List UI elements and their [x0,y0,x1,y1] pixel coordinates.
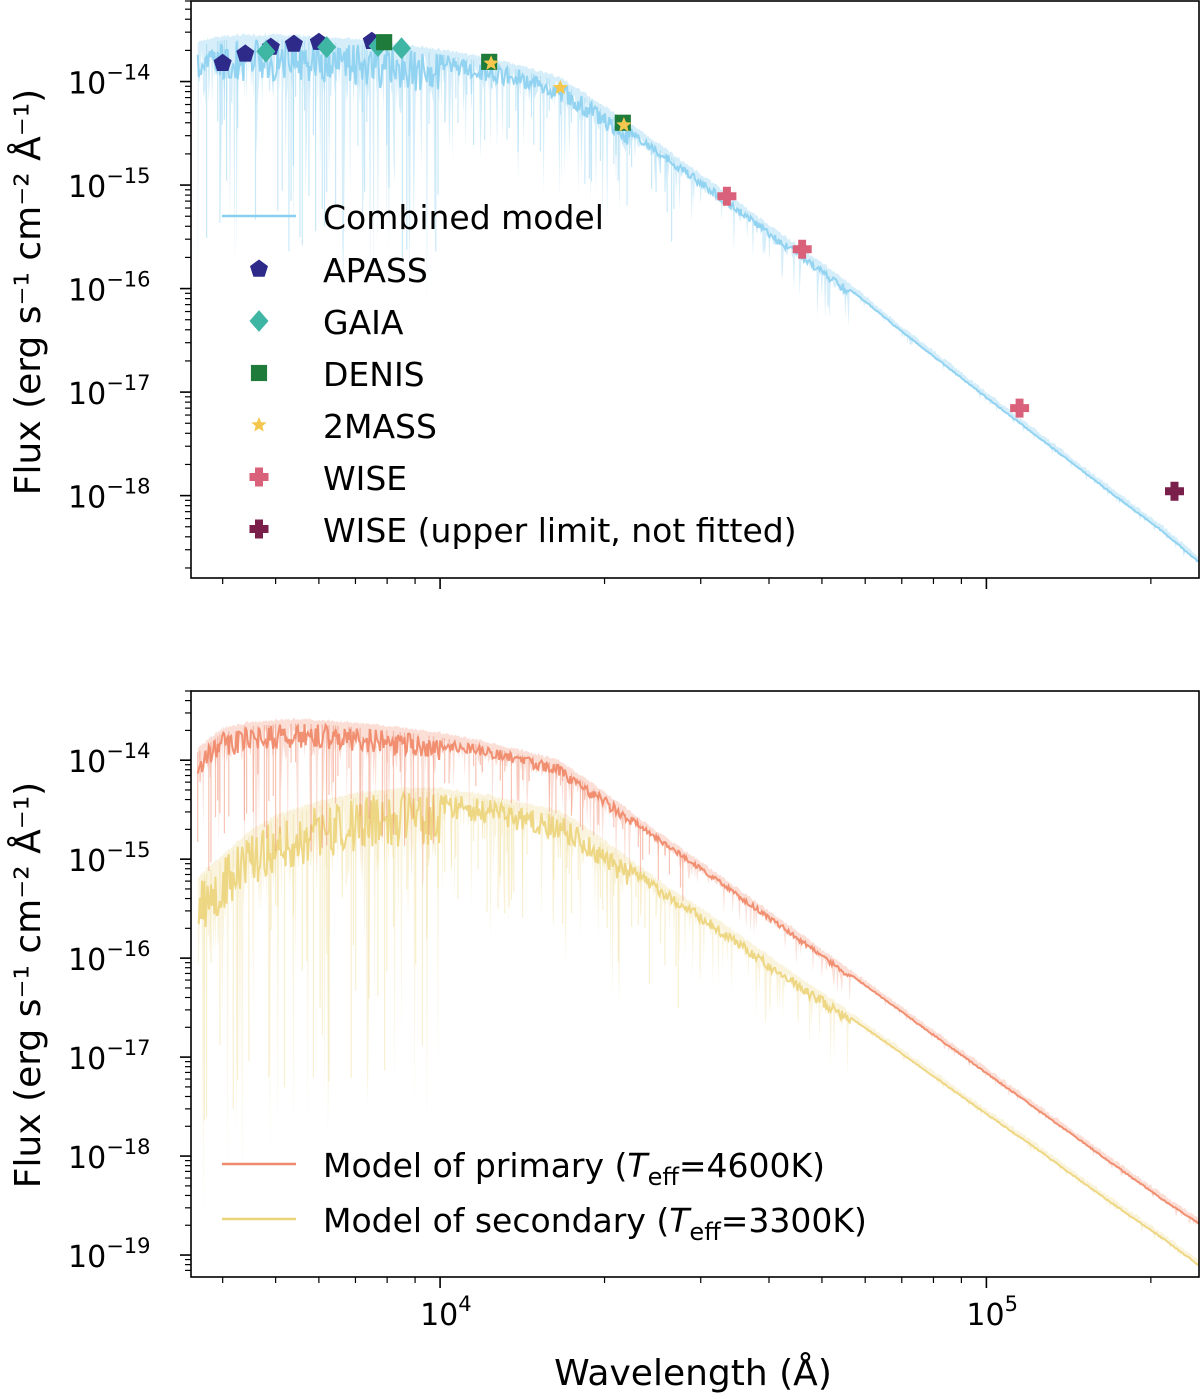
data-point [317,36,337,59]
legend-label: WISE (upper limit, not fitted) [323,511,797,550]
data-point [213,53,232,71]
primary-model-line [196,722,1199,1225]
data-point [236,44,255,62]
data-point [1010,398,1030,418]
series-gaia [256,35,412,63]
top-ytick-label: 10−16 [68,268,151,309]
data-point [376,34,393,51]
secondary-model-line [196,790,1199,1267]
legend-marker-swatch [249,467,269,487]
data-point [552,79,568,95]
data-point [717,186,737,206]
data-point [483,55,499,70]
legend-label: APASS [323,251,428,290]
legend-marker-swatch [250,259,268,277]
x-axis-title: Wavelength (Å) [554,1351,832,1394]
top-legend: Combined model APASS GAIA DENIS 2MASS WISE WIS… [222,198,797,550]
data-point [392,37,412,60]
legend-label: Model of primary (Teff=4600K) [323,1146,825,1191]
legend-label: Combined model [323,198,604,237]
series-wise-upper-limit-not-fitted- [1165,481,1184,501]
bottom-ytick-label: 10−19 [68,1234,151,1275]
bottom-y-axis-title: Flux (erg s⁻¹ cm⁻² Å⁻¹) [6,782,49,1188]
data-point [256,40,276,63]
combined-model-line [196,39,1199,563]
top-axes-frame [190,0,1200,579]
top-y-axis-title: Flux (erg s⁻¹ cm⁻² Å⁻¹) [6,89,49,495]
bottom-legend: Model of primary (Teff=4600K) Model of se… [222,1146,867,1246]
data-point [1165,481,1184,501]
data-point [284,34,303,52]
xtick-label: 104 [420,1292,472,1333]
legend-label: GAIA [323,303,404,342]
top-panel: 10−14 10−15 10−16 10−17 10−18 Flux (erg s⁻¹ … [6,0,1200,589]
bottom-ytick-label: 10−16 [68,937,151,978]
top-ytick-label: 10−14 [68,61,151,102]
primary-model-line-band [197,717,1199,1227]
top-ytick-label: 10−18 [68,475,151,516]
top-ytick-label: 10−15 [68,164,151,205]
bottom-ytick-label: 10−14 [68,739,151,780]
legend-marker-swatch [249,310,269,332]
top-ytick-label: 10−17 [68,371,151,412]
data-point [792,239,812,259]
bottom-ytick-label: 10−18 [68,1135,151,1176]
secondary-model-line-band [197,786,1199,1267]
xtick-label: 105 [966,1292,1018,1333]
legend-label: WISE [323,459,407,498]
bottom-ytick-label: 10−17 [68,1036,151,1077]
series-2mass [483,55,632,132]
bottom-panel: 10−14 10−15 10−16 10−17 10−18 10−19 104 105 Flu… [6,690,1200,1394]
legend-label: 2MASS [323,407,437,446]
data-point [616,117,632,132]
bottom-axes-frame [190,690,1200,1278]
legend-label: DENIS [323,355,425,394]
legend-marker-swatch [249,519,269,539]
legend-label: Model of secondary (Teff=3300K) [323,1201,867,1246]
bottom-ytick-label: 10−15 [68,838,151,879]
legend-marker-swatch [251,417,267,432]
series-wise [717,186,1030,418]
legend-marker-swatch [250,364,268,382]
